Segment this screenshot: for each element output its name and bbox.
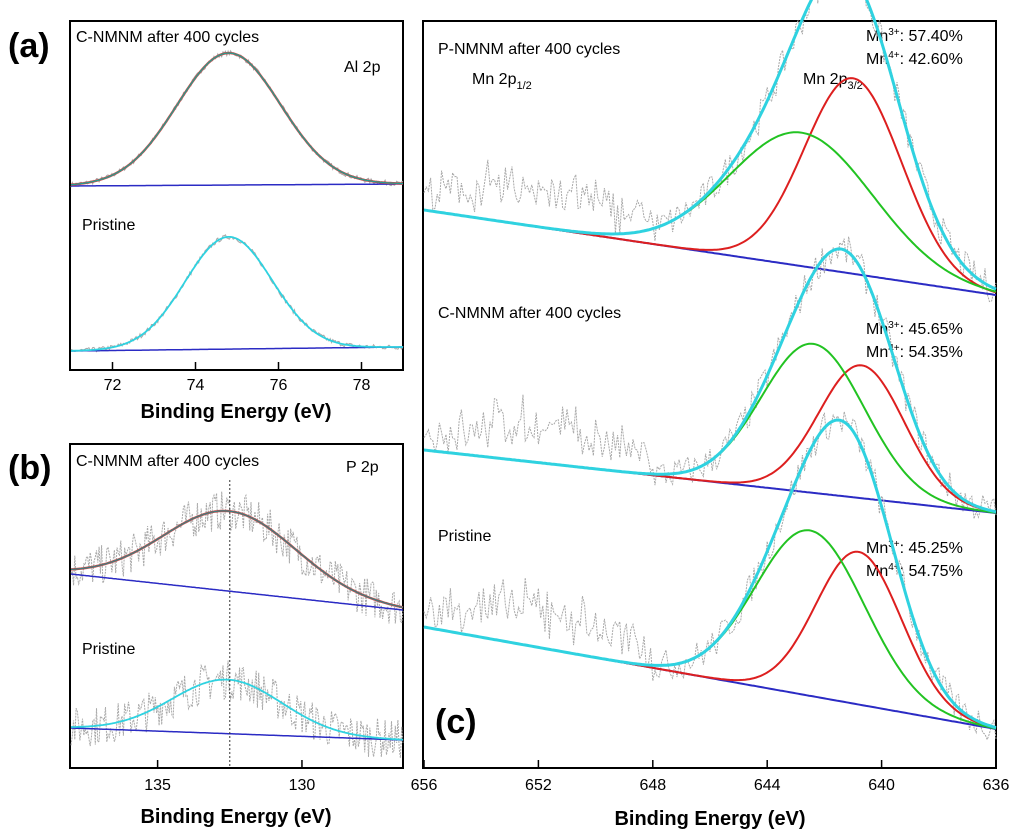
raw-spectrum-bottom — [70, 660, 404, 758]
panel-c-label-mid: C-NMNM after 400 cycles — [438, 305, 621, 322]
panel-c-label-top: P-NMNM after 400 cycles — [438, 41, 620, 58]
panel-c-tick-label: 652 — [525, 777, 552, 794]
ratio-top-mn3: Mn3+: 57.40% — [866, 27, 963, 45]
panel-c-xlabel: Binding Energy (eV) — [614, 808, 805, 830]
panel-a-label-bottom: Pristine — [82, 217, 135, 234]
fit-envelope-bottom — [423, 418, 997, 730]
panel-c-tick-label: 640 — [868, 777, 895, 794]
fit-envelope-top — [70, 510, 404, 608]
panel-a-letter: (a) — [8, 27, 50, 65]
mn2p12-label: Mn 2p1/2 — [472, 71, 532, 92]
panel-a-tick-label: 76 — [270, 377, 288, 394]
ratio-bottom-mn3: Mn3+: 45.25% — [866, 539, 963, 557]
panel-a-tick-label: 78 — [353, 377, 371, 394]
panel-a-element: Al 2p — [344, 59, 381, 76]
panel-b-plot: 135 130 — [70, 480, 404, 794]
panel-b-label-bottom: Pristine — [82, 641, 135, 658]
fit-envelope-bottom — [71, 236, 403, 352]
mn3-peak-mid — [423, 364, 997, 513]
panel-c-label-bottom: Pristine — [438, 528, 491, 545]
background-line-bottom — [71, 727, 403, 741]
fit-envelope-top — [70, 52, 403, 186]
ratio-mid-mn3: Mn3+: 45.65% — [866, 320, 963, 338]
panel-a-frame — [69, 20, 404, 371]
panel-b-xlabel: Binding Energy (eV) — [140, 806, 331, 828]
panel-c-tick-label: 644 — [754, 777, 781, 794]
panel-b-tick-label: 135 — [144, 777, 171, 794]
panel-b-tick-label: 130 — [289, 777, 316, 794]
panel-a-tick-label: 72 — [104, 377, 122, 394]
panel-c-tick-label: 636 — [983, 777, 1010, 794]
ratio-mid-mn4: Mn4+: 54.35% — [866, 343, 963, 361]
panel-b-label-top: C-NMNM after 400 cycles — [76, 453, 259, 470]
background-line-top — [71, 183, 403, 187]
ratio-top-mn4: Mn4+: 42.60% — [866, 50, 963, 68]
ratio-bottom-mn4: Mn4+: 54.75% — [866, 562, 963, 580]
panel-a-label-top: C-NMNM after 400 cycles — [76, 29, 259, 46]
panel-c-tick-label: 648 — [639, 777, 666, 794]
fit-envelope-bottom — [71, 678, 404, 741]
mn4-peak-mid — [423, 342, 997, 514]
fit-envelope-top — [423, 0, 997, 291]
mn3-peak-top — [423, 77, 997, 294]
panel-a-tick-label: 74 — [187, 377, 205, 394]
raw-spectrum-top — [70, 491, 404, 624]
mn2p32-label: Mn 2p3/2 — [803, 71, 863, 92]
fit-envelope-mid — [423, 247, 997, 514]
panel-b-frame — [69, 443, 404, 769]
raw-spectrum-mid — [423, 236, 997, 519]
background-line-bottom — [71, 346, 403, 352]
raw-spectrum-bottom — [423, 411, 997, 741]
panel-c-plot: 656 652 648 644 640 636 — [411, 0, 1010, 794]
panel-a-plot: 72 74 76 78 — [70, 49, 404, 394]
panel-c-frame — [422, 20, 997, 769]
panel-b-letter: (b) — [8, 449, 51, 487]
panel-b-element: P 2p — [346, 459, 379, 476]
panel-c-letter: (c) — [435, 703, 477, 741]
mn4-peak-top — [423, 131, 997, 293]
raw-spectrum-top — [423, 0, 997, 303]
panel-c-tick-label: 656 — [411, 777, 438, 794]
raw-spectrum-bottom — [70, 234, 404, 353]
background-line-top — [70, 573, 404, 611]
panel-a-xlabel: Binding Energy (eV) — [140, 401, 331, 423]
mn4-peak-bottom — [423, 529, 997, 730]
